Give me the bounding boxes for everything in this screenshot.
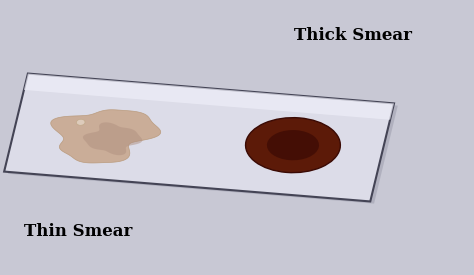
Polygon shape [51, 110, 161, 163]
Ellipse shape [267, 130, 319, 160]
Text: Thin Smear: Thin Smear [24, 222, 132, 240]
Polygon shape [83, 122, 142, 155]
Text: Thick Smear: Thick Smear [294, 27, 412, 44]
Polygon shape [8, 76, 398, 204]
Polygon shape [24, 73, 394, 120]
Ellipse shape [76, 119, 85, 125]
Polygon shape [4, 73, 394, 202]
Ellipse shape [246, 118, 340, 173]
